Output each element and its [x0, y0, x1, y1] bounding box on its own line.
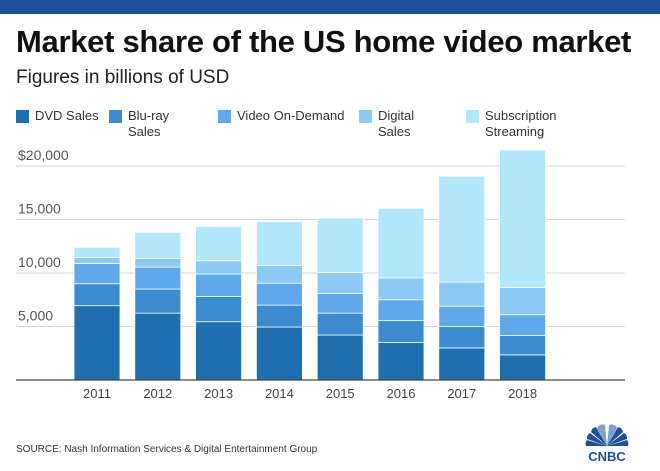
- y-tick-label-15000: 15,000: [18, 201, 61, 217]
- bar-2014-subscription-streaming: [255, 221, 303, 266]
- chart-subtitle: Figures in billions of USD: [16, 67, 230, 88]
- bar-2016-dvd-sales: [377, 342, 425, 381]
- bar-2018-blu-ray-sales: [499, 335, 547, 356]
- legend-label-bluray-sales: Blu-ray Sales: [128, 108, 170, 139]
- bar-2016-subscription-streaming: [377, 207, 425, 279]
- legend-swatch-bluray-sales: [109, 110, 122, 123]
- bar-2011-video-on-demand: [73, 262, 121, 285]
- top-accent-bar: [0, 0, 660, 14]
- bar-2013-blu-ray-sales: [195, 296, 243, 323]
- x-tick-label-2012: 2012: [143, 386, 172, 401]
- bar-2018-video-on-demand: [499, 314, 547, 337]
- bar-2013-subscription-streaming: [195, 226, 243, 262]
- bar-2012-blu-ray-sales: [134, 288, 182, 314]
- x-tick-label-2014: 2014: [265, 386, 294, 401]
- bar-2018-digital-sales: [499, 287, 547, 316]
- bar-2013-digital-sales: [195, 260, 243, 275]
- bar-2011-subscription-streaming: [73, 246, 121, 258]
- bar-2014-digital-sales: [255, 265, 303, 284]
- legend-label-digital-sales: Digital Sales: [378, 108, 415, 139]
- bar-2014-dvd-sales: [255, 326, 303, 381]
- bar-2012-dvd-sales: [134, 312, 182, 381]
- x-tick-label-2011: 2011: [83, 386, 111, 401]
- bar-2015-digital-sales: [316, 272, 364, 294]
- y-tick-label-10000: 10,000: [18, 254, 61, 270]
- x-tick-label-2013: 2013: [204, 386, 233, 401]
- bar-2016-digital-sales: [377, 277, 425, 301]
- y-tick-label-20000: $20,000: [18, 147, 69, 163]
- legend-label-subscription-streaming: Subscription Streaming: [485, 108, 557, 139]
- stacked-bar-chart: 5,000 10,000 15,000 $20,000 2011 2012 2013 2014…: [16, 147, 625, 401]
- x-tick-label-2018: 2018: [508, 386, 537, 401]
- bar-2011-dvd-sales: [73, 305, 121, 381]
- x-tick-label-2015: 2015: [326, 386, 355, 401]
- legend-item-video-on-demand: Video On-Demand: [218, 108, 367, 124]
- legend-swatch-digital-sales: [359, 110, 372, 123]
- bar-2016-blu-ray-sales: [377, 320, 425, 343]
- legend-swatch-subscription-streaming: [466, 110, 479, 123]
- bar-2017-digital-sales: [438, 281, 486, 307]
- bar-2017-subscription-streaming: [438, 175, 486, 283]
- legend-item-dvd-sales: DVD Sales: [16, 108, 115, 124]
- source-note: SOURCE: Nash Information Services & Digi…: [16, 444, 318, 455]
- bar-2012-digital-sales: [134, 258, 182, 268]
- bar-2014-blu-ray-sales: [255, 304, 303, 328]
- bar-2015-subscription-streaming: [316, 217, 364, 273]
- bar-2011-blu-ray-sales: [73, 283, 121, 307]
- bar-2018-subscription-streaming: [499, 149, 547, 288]
- bar-2012-video-on-demand: [134, 266, 182, 290]
- legend-item-bluray-sales: Blu-ray Sales: [109, 108, 183, 140]
- x-tick-label-2016: 2016: [387, 386, 416, 401]
- bar-2017-video-on-demand: [438, 305, 486, 327]
- bar-2016-video-on-demand: [377, 299, 425, 322]
- y-tick-label-5000: 5,000: [18, 308, 53, 324]
- legend-swatch-dvd-sales: [16, 110, 29, 123]
- bar-2017-dvd-sales: [438, 347, 486, 381]
- bar-2012-subscription-streaming: [134, 231, 182, 259]
- peacock-icon: [585, 424, 629, 446]
- x-tick-label-2017: 2017: [447, 386, 476, 401]
- legend-item-subscription-streaming: Subscription Streaming: [466, 108, 585, 140]
- bar-2018-dvd-sales: [499, 354, 547, 381]
- bar-2017-blu-ray-sales: [438, 326, 486, 349]
- bar-2013-dvd-sales: [195, 321, 243, 381]
- legend-label-dvd-sales: DVD Sales: [35, 108, 99, 123]
- bar-2011-digital-sales: [73, 257, 121, 264]
- bar-2015-dvd-sales: [316, 334, 364, 381]
- legend-label-video-on-demand: Video On-Demand: [237, 108, 345, 123]
- cnbc-logo: CNBC: [585, 424, 629, 464]
- bar-2015-blu-ray-sales: [316, 312, 364, 336]
- brand-wordmark: CNBC: [588, 449, 626, 464]
- bar-2013-video-on-demand: [195, 273, 243, 297]
- bar-2015-video-on-demand: [316, 292, 364, 314]
- legend-item-digital-sales: Digital Sales: [359, 108, 433, 140]
- bar-2014-video-on-demand: [255, 282, 303, 306]
- legend-swatch-video-on-demand: [218, 110, 231, 123]
- chart-title: Market share of the US home video market: [16, 24, 632, 59]
